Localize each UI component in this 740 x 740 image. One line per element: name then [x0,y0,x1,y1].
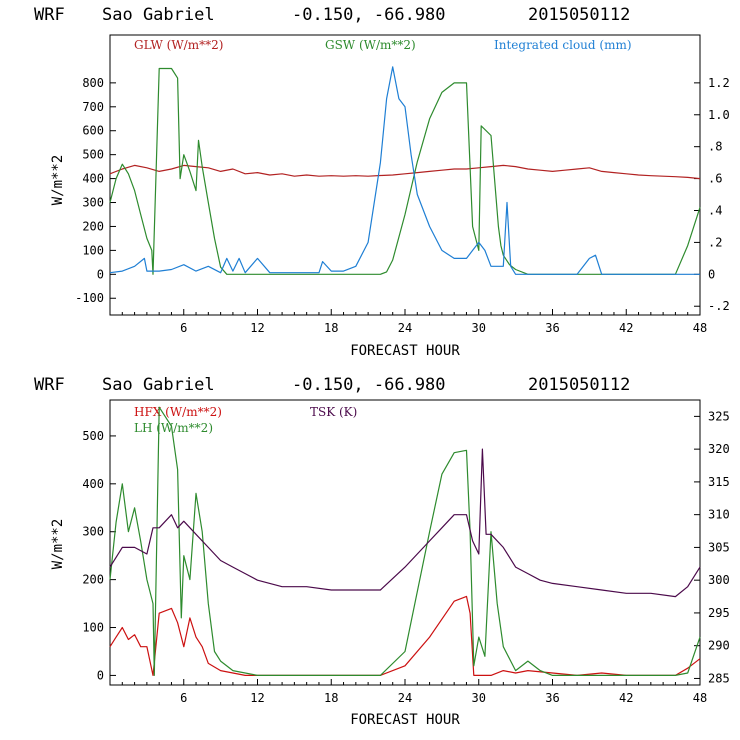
x-tick-label: 30 [472,321,486,335]
top-title-coords: -0.150, -66.980 [292,5,446,25]
y-tick-label: 100 [82,243,104,257]
series-line-hfx [109,595,701,677]
legend-lh: LH (W/m**2) [134,421,213,435]
y-tick-label: 200 [82,219,104,233]
top-title-model: WRF [34,5,65,25]
x-tick-label: 24 [398,321,412,335]
legend-glw: GLW (W/m**2) [134,38,223,52]
top-y-axis-label: W/m**2 [50,155,66,206]
y-tick-label: 500 [82,429,104,443]
bottom-title-model: WRF [34,375,65,395]
x-tick-label: 18 [324,691,338,705]
y2-tick-label: 305 [708,540,730,554]
top-panel: WRF Sao Gabriel -0.150, -66.980 20150501… [34,5,730,359]
x-tick-label: 36 [545,321,559,335]
bottom-title-coords: -0.150, -66.980 [292,375,446,395]
y2-tick-label: -.2 [708,299,730,313]
x-tick-label: 48 [693,691,707,705]
y2-tick-label: .2 [708,235,722,249]
y2-tick-label: 290 [708,639,730,653]
y2-tick-label: 1.2 [708,76,730,90]
y2-tick-label: 325 [708,409,730,423]
legend-hfx: HFX (W/m**2) [134,405,222,419]
series-line-tsk [109,448,701,598]
y2-tick-label: 0 [708,267,715,281]
top-plot-frame [109,34,701,316]
y2-tick-label: 285 [708,671,730,685]
x-tick-label: 12 [250,321,264,335]
series-line-glw [109,164,701,180]
y-tick-label: 400 [82,172,104,186]
top-title-run: 2015050112 [528,5,630,25]
series-line-integrated [109,66,700,275]
top-x-axis-label: FORECAST HOUR [350,343,460,359]
x-tick-label: 6 [180,321,187,335]
y2-tick-label: .4 [708,203,722,217]
y-tick-label: 500 [82,148,104,162]
series-line-lh [109,406,701,677]
y-tick-label: 300 [82,196,104,210]
x-tick-label: 18 [324,321,338,335]
legend-tsk: TSK (K) [310,405,357,419]
y2-tick-label: 295 [708,606,730,620]
y2-tick-label: .6 [708,172,722,186]
y2-tick-label: 310 [708,508,730,522]
x-tick-label: 48 [693,321,707,335]
series-line-gsw [109,67,701,275]
x-tick-label: 36 [545,691,559,705]
bottom-title-run: 2015050112 [528,375,630,395]
bottom-x-axis-label: FORECAST HOUR [350,712,460,728]
x-tick-label: 42 [619,691,633,705]
y-tick-label: 0 [97,668,104,682]
bottom-panel: WRF Sao Gabriel -0.150, -66.980 20150501… [34,375,730,728]
x-tick-label: 42 [619,321,633,335]
x-tick-label: 12 [250,691,264,705]
top-title-location: Sao Gabriel [102,5,215,25]
y2-tick-label: 1.0 [708,108,730,122]
y-tick-label: 700 [82,100,104,114]
legend-cloud: Integrated cloud (mm) [494,38,632,52]
y-tick-label: 600 [82,124,104,138]
legend-gsw: GSW (W/m**2) [325,38,416,52]
y-tick-label: 0 [97,267,104,281]
y2-tick-label: 300 [708,573,730,587]
y-tick-label: 300 [82,525,104,539]
x-tick-label: 24 [398,691,412,705]
y2-tick-label: 320 [708,442,730,456]
y-tick-label: 400 [82,477,104,491]
y2-tick-label: .8 [708,140,722,154]
y-tick-label: 800 [82,76,104,90]
y-tick-label: 100 [82,621,104,635]
y2-tick-label: 315 [708,475,730,489]
bottom-title-location: Sao Gabriel [102,375,215,395]
bottom-y-axis-label: W/m**2 [50,519,66,570]
bottom-plot-frame [109,399,701,686]
x-tick-label: 30 [472,691,486,705]
x-tick-label: 6 [180,691,187,705]
y-tick-label: -100 [75,291,104,305]
y-tick-label: 200 [82,573,104,587]
